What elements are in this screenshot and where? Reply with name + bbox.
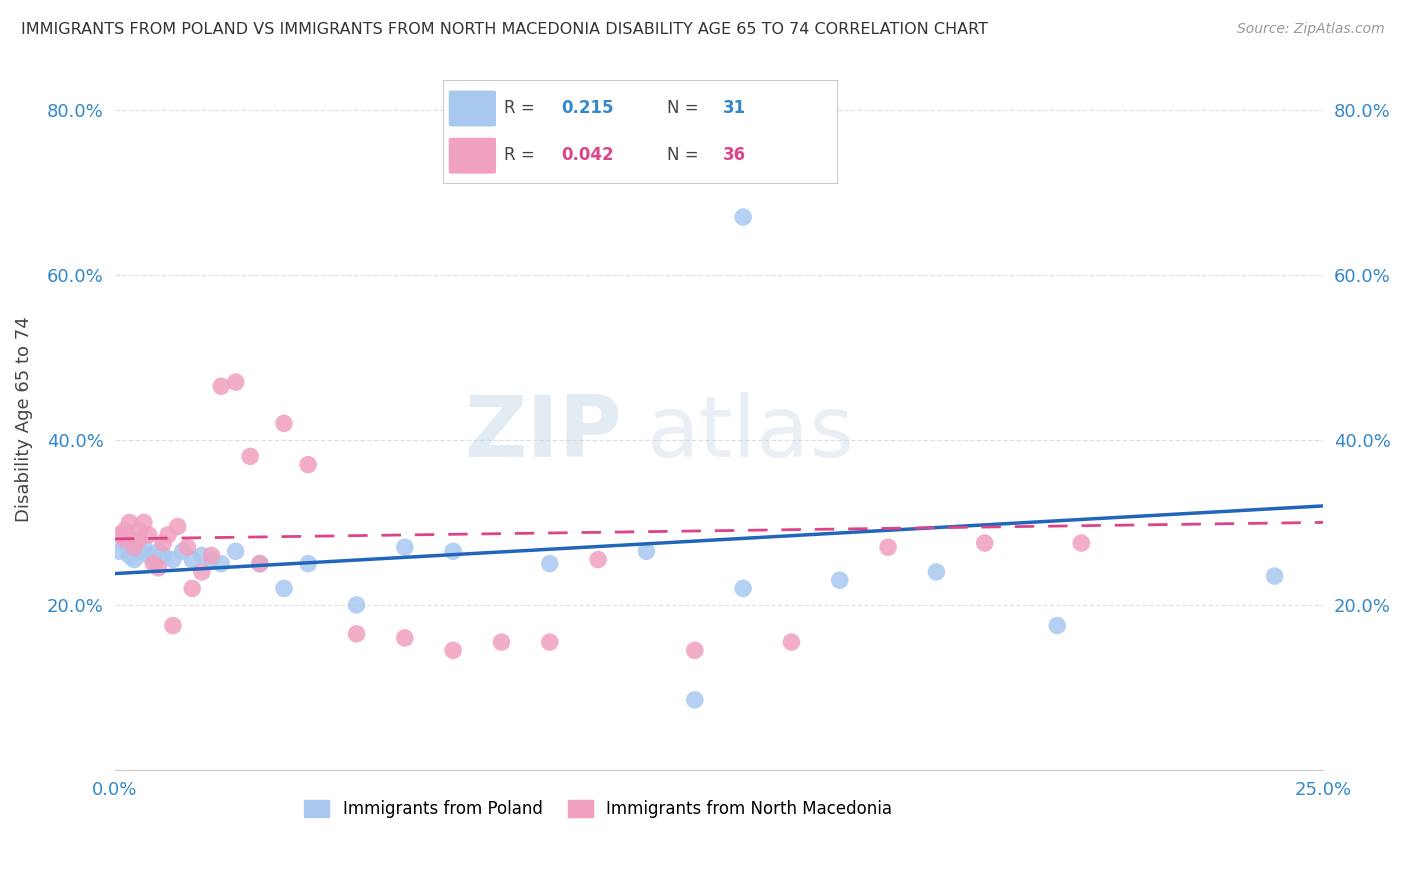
Point: [162, 552, 184, 566]
Point: [273, 582, 295, 596]
Text: N =: N =: [668, 146, 704, 164]
Point: [114, 524, 136, 538]
Point: [138, 549, 160, 563]
Point: [118, 540, 141, 554]
Point: [1264, 569, 1286, 583]
Point: [828, 573, 851, 587]
Point: [108, 544, 131, 558]
Text: IMMIGRANTS FROM POLAND VS IMMIGRANTS FROM NORTH MACEDONIA DISABILITY AGE 65 TO 7: IMMIGRANTS FROM POLAND VS IMMIGRANTS FRO…: [21, 22, 988, 37]
Point: [780, 635, 803, 649]
Point: [181, 552, 204, 566]
FancyBboxPatch shape: [449, 137, 496, 174]
Point: [118, 516, 141, 530]
Point: [538, 557, 561, 571]
Point: [132, 540, 155, 554]
Point: [491, 635, 513, 649]
Point: [148, 561, 170, 575]
Point: [191, 549, 214, 563]
Point: [441, 544, 464, 558]
Point: [122, 540, 145, 554]
Point: [138, 528, 160, 542]
Point: [733, 582, 755, 596]
Point: [273, 417, 295, 431]
Point: [191, 565, 214, 579]
Point: [200, 552, 222, 566]
Text: Source: ZipAtlas.com: Source: ZipAtlas.com: [1237, 22, 1385, 37]
Point: [209, 379, 232, 393]
Point: [200, 549, 222, 563]
Point: [249, 557, 271, 571]
Point: [586, 552, 609, 566]
Point: [152, 536, 174, 550]
Text: 36: 36: [723, 146, 745, 164]
Point: [297, 458, 319, 472]
Point: [441, 643, 464, 657]
Point: [114, 532, 136, 546]
Point: [132, 516, 155, 530]
Text: 31: 31: [723, 100, 745, 118]
Y-axis label: Disability Age 65 to 74: Disability Age 65 to 74: [15, 317, 32, 522]
Point: [152, 549, 174, 563]
Point: [148, 544, 170, 558]
Point: [157, 528, 180, 542]
Point: [636, 544, 658, 558]
Point: [108, 528, 131, 542]
Point: [118, 549, 141, 563]
Point: [877, 540, 900, 554]
Point: [683, 643, 706, 657]
Point: [346, 598, 368, 612]
Point: [128, 524, 150, 538]
Point: [181, 582, 204, 596]
Point: [1046, 618, 1069, 632]
Point: [249, 557, 271, 571]
Point: [209, 557, 232, 571]
Text: N =: N =: [668, 100, 704, 118]
Point: [166, 519, 188, 533]
Point: [122, 552, 145, 566]
Point: [394, 540, 416, 554]
Point: [172, 544, 194, 558]
Point: [973, 536, 995, 550]
Point: [225, 544, 247, 558]
Point: [925, 565, 948, 579]
Point: [128, 544, 150, 558]
Point: [239, 450, 262, 464]
Point: [176, 540, 198, 554]
Text: atlas: atlas: [647, 392, 855, 475]
Text: R =: R =: [503, 100, 540, 118]
Point: [683, 693, 706, 707]
Point: [128, 532, 150, 546]
Point: [394, 631, 416, 645]
Point: [162, 618, 184, 632]
Text: 0.042: 0.042: [561, 146, 613, 164]
FancyBboxPatch shape: [449, 91, 496, 127]
Point: [114, 536, 136, 550]
Point: [142, 557, 165, 571]
Point: [733, 210, 755, 224]
Text: R =: R =: [503, 146, 540, 164]
Point: [142, 552, 165, 566]
Point: [1070, 536, 1092, 550]
Text: 0.215: 0.215: [561, 100, 613, 118]
Legend: Immigrants from Poland, Immigrants from North Macedonia: Immigrants from Poland, Immigrants from …: [298, 793, 898, 825]
Point: [538, 635, 561, 649]
Point: [297, 557, 319, 571]
Point: [346, 627, 368, 641]
Text: ZIP: ZIP: [464, 392, 623, 475]
Point: [225, 375, 247, 389]
